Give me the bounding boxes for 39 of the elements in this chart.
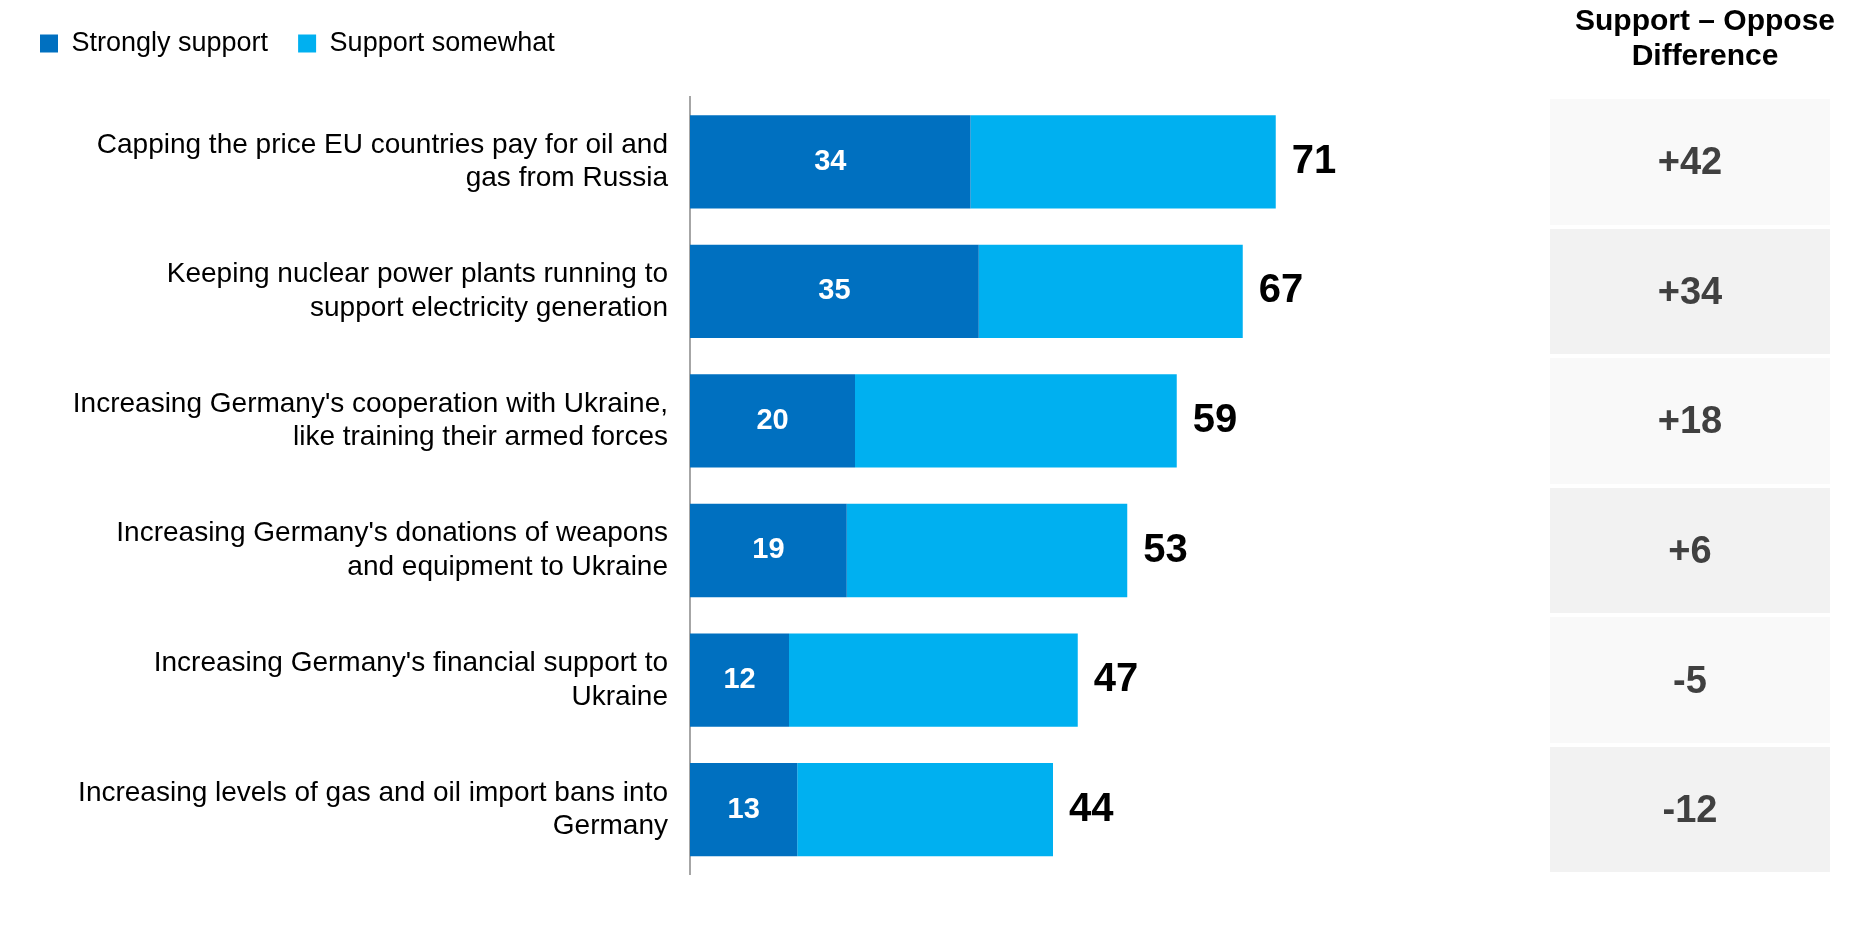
- bar: [797, 762, 1053, 857]
- bar: [690, 633, 789, 727]
- bar: [690, 115, 971, 209]
- bar: [978, 244, 1243, 338]
- bar: [690, 762, 798, 857]
- text: +34: [1550, 228, 1830, 355]
- text: -12: [1550, 746, 1830, 873]
- total-label: 67: [1258, 266, 1304, 311]
- bar: [690, 374, 855, 468]
- legend-label: Strongly support: [71, 26, 269, 57]
- y-tick-label: Increasing levels of gas and oil import bans into Germany: [78, 775, 668, 841]
- y-tick-label: Capping the price EU countries pay for oil and gas from Russia: [96, 127, 669, 193]
- legend-label: Support somewhat: [329, 26, 556, 57]
- text: +6: [1550, 487, 1830, 614]
- data-label: 19: [752, 532, 785, 565]
- bar: [690, 503, 847, 598]
- bar: [789, 633, 1078, 727]
- total-label: 59: [1192, 395, 1238, 440]
- total-label: 44: [1069, 784, 1115, 829]
- bar: [846, 503, 1128, 598]
- data-label: 13: [727, 791, 760, 824]
- data-label: 34: [814, 143, 847, 176]
- text: +18: [1550, 358, 1830, 484]
- text: +42: [1550, 99, 1830, 225]
- y-tick-label: Increasing Germany's donations of weapons and equipment to Ukraine: [116, 516, 668, 581]
- bar: [970, 115, 1276, 209]
- data-label: 20: [756, 402, 789, 435]
- bar: [855, 374, 1177, 468]
- data-label: 35: [818, 273, 851, 306]
- y-tick-label: Increasing Germany's financial support to Ukraine: [153, 645, 668, 711]
- data-label: 12: [723, 662, 756, 695]
- total-label: 47: [1093, 655, 1139, 700]
- bar: [690, 244, 979, 338]
- total-label: 53: [1143, 525, 1188, 570]
- y-tick-label: Keeping nuclear power plants running to support electricity generation: [166, 257, 668, 322]
- text: Support – Oppose Difference: [1574, 2, 1836, 72]
- text: -5: [1550, 617, 1830, 743]
- y-tick-label: Increasing Germany's cooperation with Ukraine, like training their armed forces: [72, 386, 668, 452]
- total-label: 71: [1291, 136, 1337, 181]
